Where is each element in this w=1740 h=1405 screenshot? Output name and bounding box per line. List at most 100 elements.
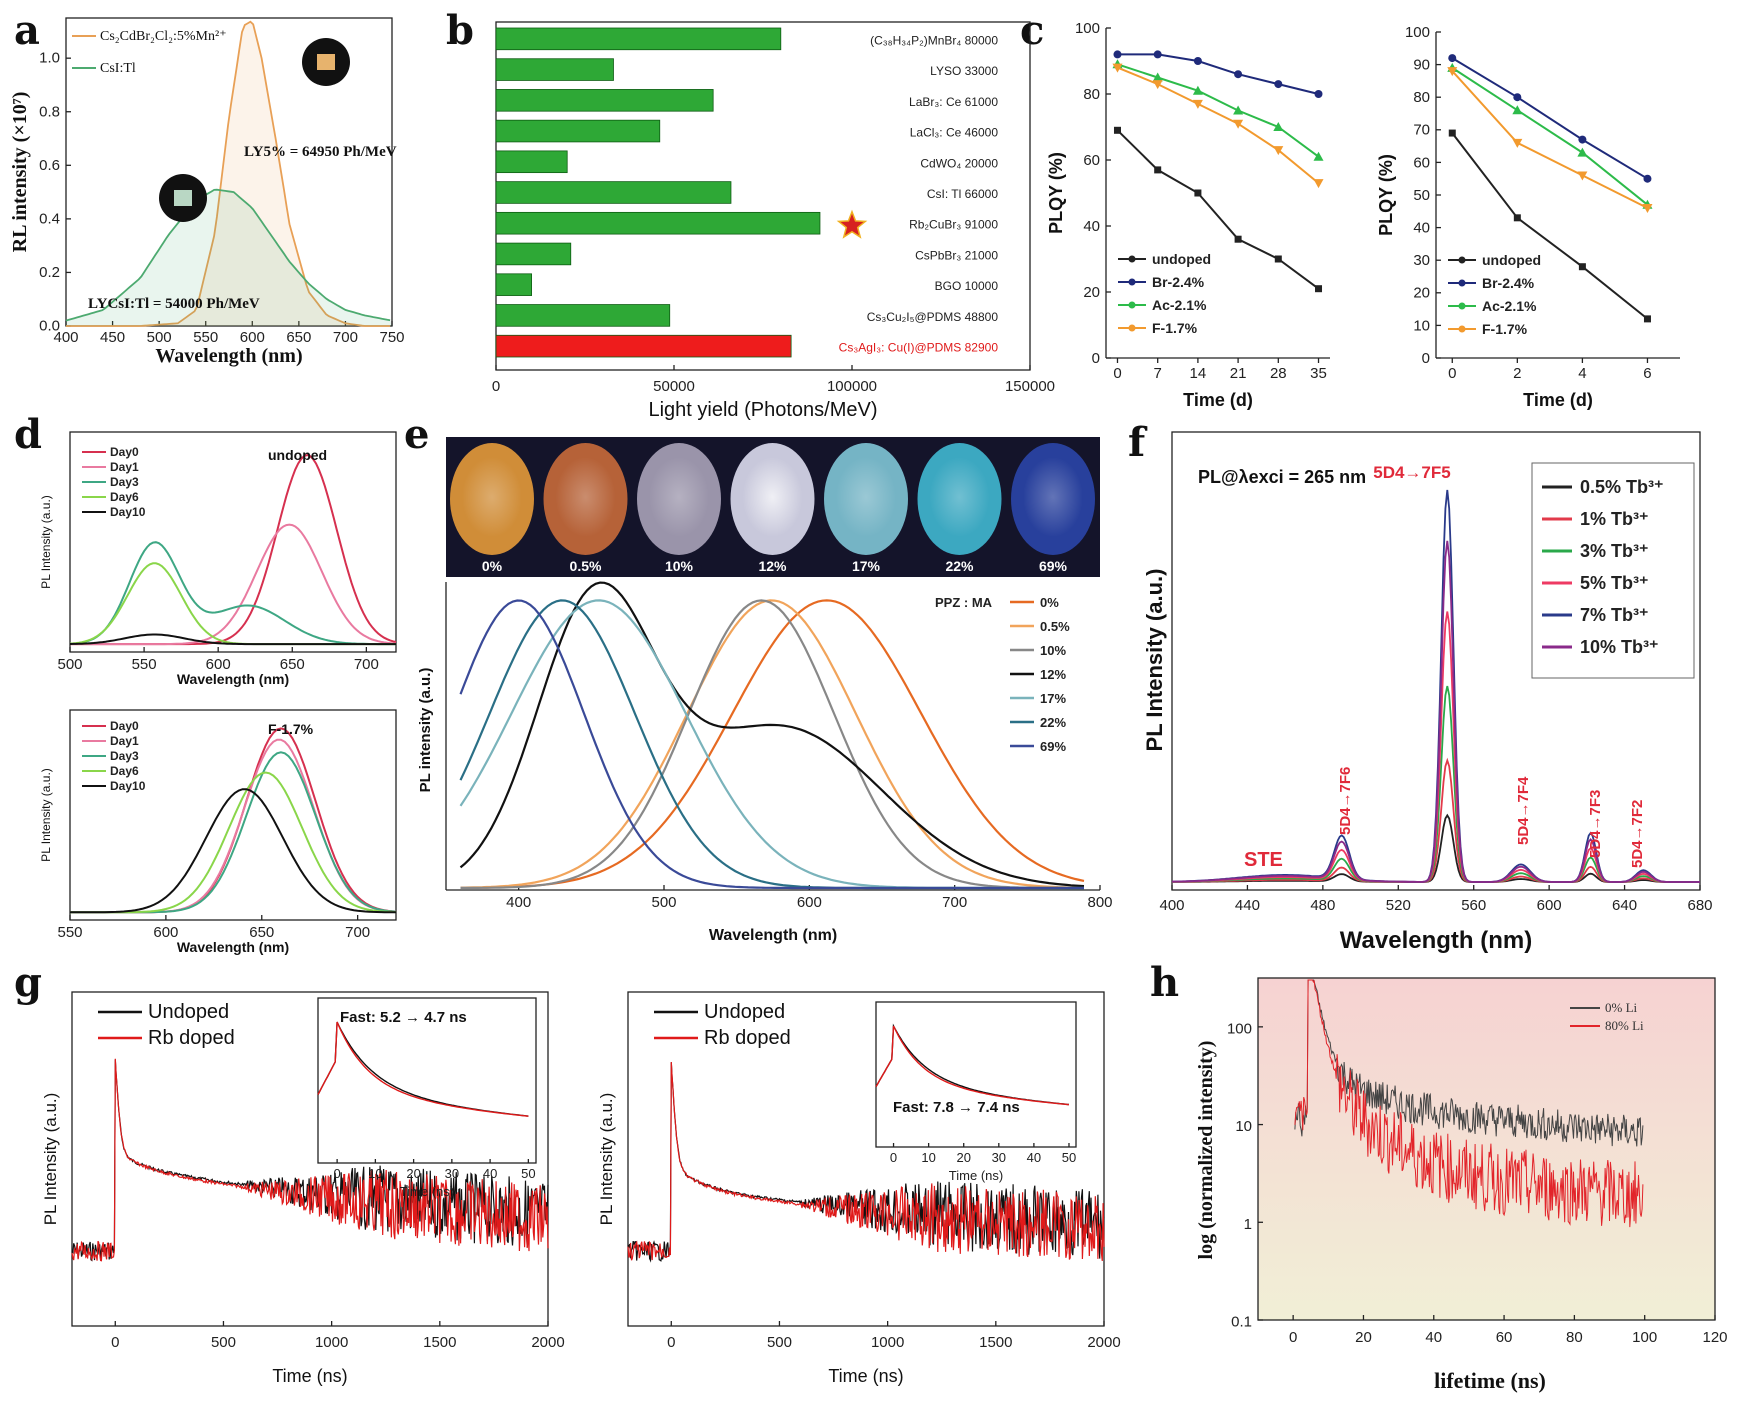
x-tick-label: 700 bbox=[345, 924, 370, 941]
chart-c-plqy-right: 0 10 20 30 40 50 60 70 80 90 100 0 2 4 6 undoped Br-2.4%… bbox=[1376, 24, 1680, 410]
legend-label: 5% Tb³⁺ bbox=[1580, 573, 1649, 593]
legend-label: 0.5% bbox=[1040, 619, 1070, 634]
series-line-2 bbox=[1451, 67, 1649, 206]
inset-line bbox=[317, 1021, 529, 1117]
chart-a-rl-spectra: 400 450 500 550 600 650 700 750 0.0 0.2 0.4 0.6 0.8 1… bbox=[9, 17, 405, 367]
legend-label: Undoped bbox=[704, 1001, 785, 1023]
y-tick-label: 0.0 bbox=[39, 318, 60, 335]
photo-label: 17% bbox=[852, 558, 881, 574]
data-point bbox=[1152, 72, 1163, 82]
legend-label: undoped bbox=[1152, 251, 1211, 267]
x-tick-label: 400 bbox=[53, 329, 78, 346]
x-tick-label: 0 bbox=[667, 1334, 675, 1351]
y-tick-label: 80 bbox=[1413, 89, 1430, 106]
legend-label: 17% bbox=[1040, 691, 1066, 706]
y-axis-label: RL intensity (×10⁷) bbox=[9, 92, 31, 253]
plot-frame bbox=[627, 991, 1105, 1327]
y-tick-label: 1 bbox=[1244, 1216, 1252, 1233]
photo-label: 69% bbox=[1039, 558, 1068, 574]
legend-label: Br-2.4% bbox=[1482, 275, 1535, 291]
data-point bbox=[1192, 99, 1203, 109]
x-tick-label: 500 bbox=[211, 1334, 236, 1351]
panel-letter-d: d bbox=[14, 411, 42, 458]
legend-label: 1% Tb³⁺ bbox=[1580, 509, 1649, 529]
data-point bbox=[1274, 80, 1283, 89]
x-axis-label: Time (d) bbox=[1523, 390, 1593, 410]
legend-marker bbox=[1458, 256, 1466, 264]
plot-frame bbox=[69, 431, 397, 653]
inset-frame bbox=[317, 997, 537, 1164]
y-tick-label: 40 bbox=[1083, 218, 1100, 235]
data-point bbox=[1643, 315, 1651, 323]
photo-label: 0% bbox=[482, 558, 503, 574]
legend-label: 69% bbox=[1040, 739, 1066, 754]
data-point bbox=[1193, 57, 1202, 65]
x-tick-label: 2 bbox=[1513, 365, 1521, 382]
panel-letter-g: g bbox=[14, 959, 42, 1006]
data-point bbox=[1234, 70, 1243, 79]
data-point bbox=[1643, 174, 1652, 183]
data-point bbox=[1194, 189, 1202, 197]
x-tick-label: 40 bbox=[1425, 1329, 1442, 1346]
bar-label: (C₃₈H₃₄P₂)MnBr₄ 80000 bbox=[870, 33, 998, 47]
bar-label: CsPbBr₃ 21000 bbox=[915, 248, 998, 262]
x-tick-label: 80 bbox=[1566, 1329, 1583, 1346]
series-line-2 bbox=[460, 599, 1084, 890]
x-tick-label: 600 bbox=[797, 894, 822, 911]
data-point bbox=[1447, 67, 1458, 77]
photo-label: 22% bbox=[945, 558, 974, 574]
x-tick-label: 400 bbox=[506, 894, 531, 911]
x-tick-label: 500 bbox=[767, 1334, 792, 1351]
legend-label: Ac-2.1% bbox=[1152, 297, 1207, 313]
data-point bbox=[1233, 119, 1244, 129]
x-tick-label: 0 bbox=[1113, 365, 1121, 382]
data-point bbox=[1313, 151, 1324, 161]
series-line-1 bbox=[1117, 53, 1319, 95]
legend-marker bbox=[1458, 302, 1466, 310]
plot-frame bbox=[1257, 977, 1716, 1321]
x-tick-label: 650 bbox=[280, 656, 305, 673]
x-tick-label: 1500 bbox=[423, 1334, 456, 1351]
chart-c-plqy-left: 0 20 40 60 80 100 0 7 14 21 28 35 undoped Br-2.4% Ac-2… bbox=[1046, 20, 1330, 410]
legend-label: Rb doped bbox=[704, 1027, 791, 1049]
x-tick-label: 450 bbox=[100, 329, 125, 346]
y-axis-label: PL Intensity (a.u.) bbox=[39, 495, 53, 589]
legend-label: Cs₂CdBr₂Cl₂:5%Mn²⁺ bbox=[100, 29, 227, 44]
legend-label: 10% Tb³⁺ bbox=[1580, 637, 1659, 657]
y-axis-label: PL Intensity (a.u.) bbox=[39, 768, 53, 862]
legend-label: F-1.7% bbox=[1152, 320, 1198, 336]
photo-label: 0.5% bbox=[570, 558, 602, 574]
bar-label: CdWO₄ 20000 bbox=[920, 156, 998, 170]
annotation-transition: 5D4→7F3 bbox=[1587, 790, 1604, 858]
panel-letter-e: e bbox=[404, 411, 429, 458]
x-tick-label: 7 bbox=[1154, 365, 1162, 382]
x-tick-label: 440 bbox=[1235, 897, 1260, 914]
sample-glow bbox=[836, 457, 896, 537]
x-tick-label: 1000 bbox=[315, 1334, 348, 1351]
inset-annotation: Fast: 7.8 → 7.4 ns bbox=[893, 1099, 1020, 1116]
y-tick-label: 20 bbox=[1413, 285, 1430, 302]
sample-glow bbox=[555, 457, 616, 537]
y-tick-label: 100 bbox=[1075, 20, 1100, 37]
plot-frame bbox=[71, 991, 549, 1327]
x-tick-label: 0 bbox=[111, 1334, 119, 1351]
bar-label: CsI: Tl 66000 bbox=[927, 187, 998, 201]
y-tick-label: 80 bbox=[1083, 86, 1100, 103]
x-tick-label: 600 bbox=[206, 656, 231, 673]
annotation-lycsi: LYCsI:Tl = 54000 Ph/MeV bbox=[88, 296, 260, 312]
series-line-1 bbox=[71, 1058, 549, 1262]
x-axis-label: Wavelength (nm) bbox=[177, 939, 289, 955]
inset-tick-label: 20 bbox=[956, 1150, 970, 1165]
x-tick-label: 500 bbox=[147, 329, 172, 346]
x-tick-label: 20 bbox=[1355, 1329, 1372, 1346]
data-point bbox=[1113, 50, 1122, 59]
y-tick-label: 20 bbox=[1083, 284, 1100, 301]
data-point bbox=[1577, 147, 1588, 157]
legend-label: Day0 bbox=[110, 719, 139, 733]
chart-g-decay-left: 0 500 1000 1500 2000 Undoped Rb doped 0 10 20 30 40… bbox=[41, 991, 565, 1386]
data-point bbox=[1512, 138, 1523, 148]
legend-label: Day1 bbox=[110, 734, 139, 748]
x-tick-label: 21 bbox=[1230, 365, 1247, 382]
